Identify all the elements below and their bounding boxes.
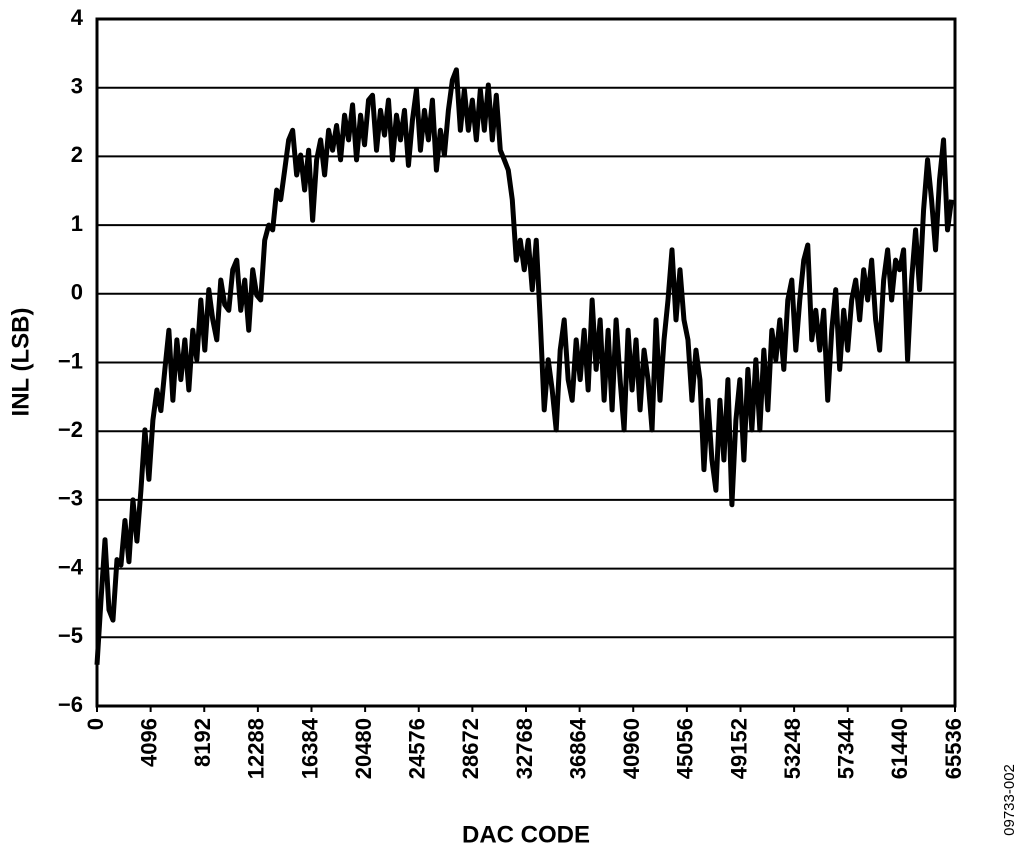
y-axis-title: INL (LSB) — [7, 308, 34, 417]
x-tick-label: 28672 — [458, 718, 483, 779]
x-tick-label: 57344 — [834, 717, 859, 779]
x-tick-label: 16384 — [297, 717, 322, 779]
y-tick-label: −4 — [58, 554, 84, 579]
y-tick-label: −3 — [58, 486, 83, 511]
x-tick-label: 32768 — [512, 718, 537, 779]
y-tick-label: −5 — [58, 623, 83, 648]
figure-code: 09733-002 — [1001, 764, 1018, 836]
plot-frame — [95, 17, 957, 708]
x-tick-label: 36864 — [565, 717, 590, 779]
y-tick-label: −1 — [58, 348, 83, 373]
inl-line — [94, 67, 954, 665]
y-tick-label: 1 — [71, 211, 83, 236]
x-tick-label: 61440 — [887, 718, 912, 779]
x-tick-label: 4096 — [136, 718, 161, 767]
x-tick-label: 12288 — [244, 718, 269, 779]
y-tick-label: 0 — [71, 280, 83, 305]
x-tick-label: 0 — [83, 718, 108, 730]
x-tick-label: 45056 — [673, 718, 698, 779]
y-tick-label: 2 — [71, 142, 83, 167]
x-tick-label: 53248 — [780, 718, 805, 779]
x-tick-label: 24576 — [405, 718, 430, 779]
y-tick-label: 3 — [71, 74, 83, 99]
x-tick-label: 65536 — [941, 718, 966, 779]
x-tick-label: 8192 — [190, 718, 215, 767]
x-tick-label: 49152 — [726, 718, 751, 779]
x-axis-title: DAC CODE — [462, 821, 590, 848]
x-tick-label: 40960 — [619, 718, 644, 779]
y-tick-label: −2 — [58, 417, 83, 442]
y-tick-label: 4 — [71, 5, 84, 30]
y-tick-label: −6 — [58, 692, 83, 717]
x-tick-label: 20480 — [351, 718, 376, 779]
